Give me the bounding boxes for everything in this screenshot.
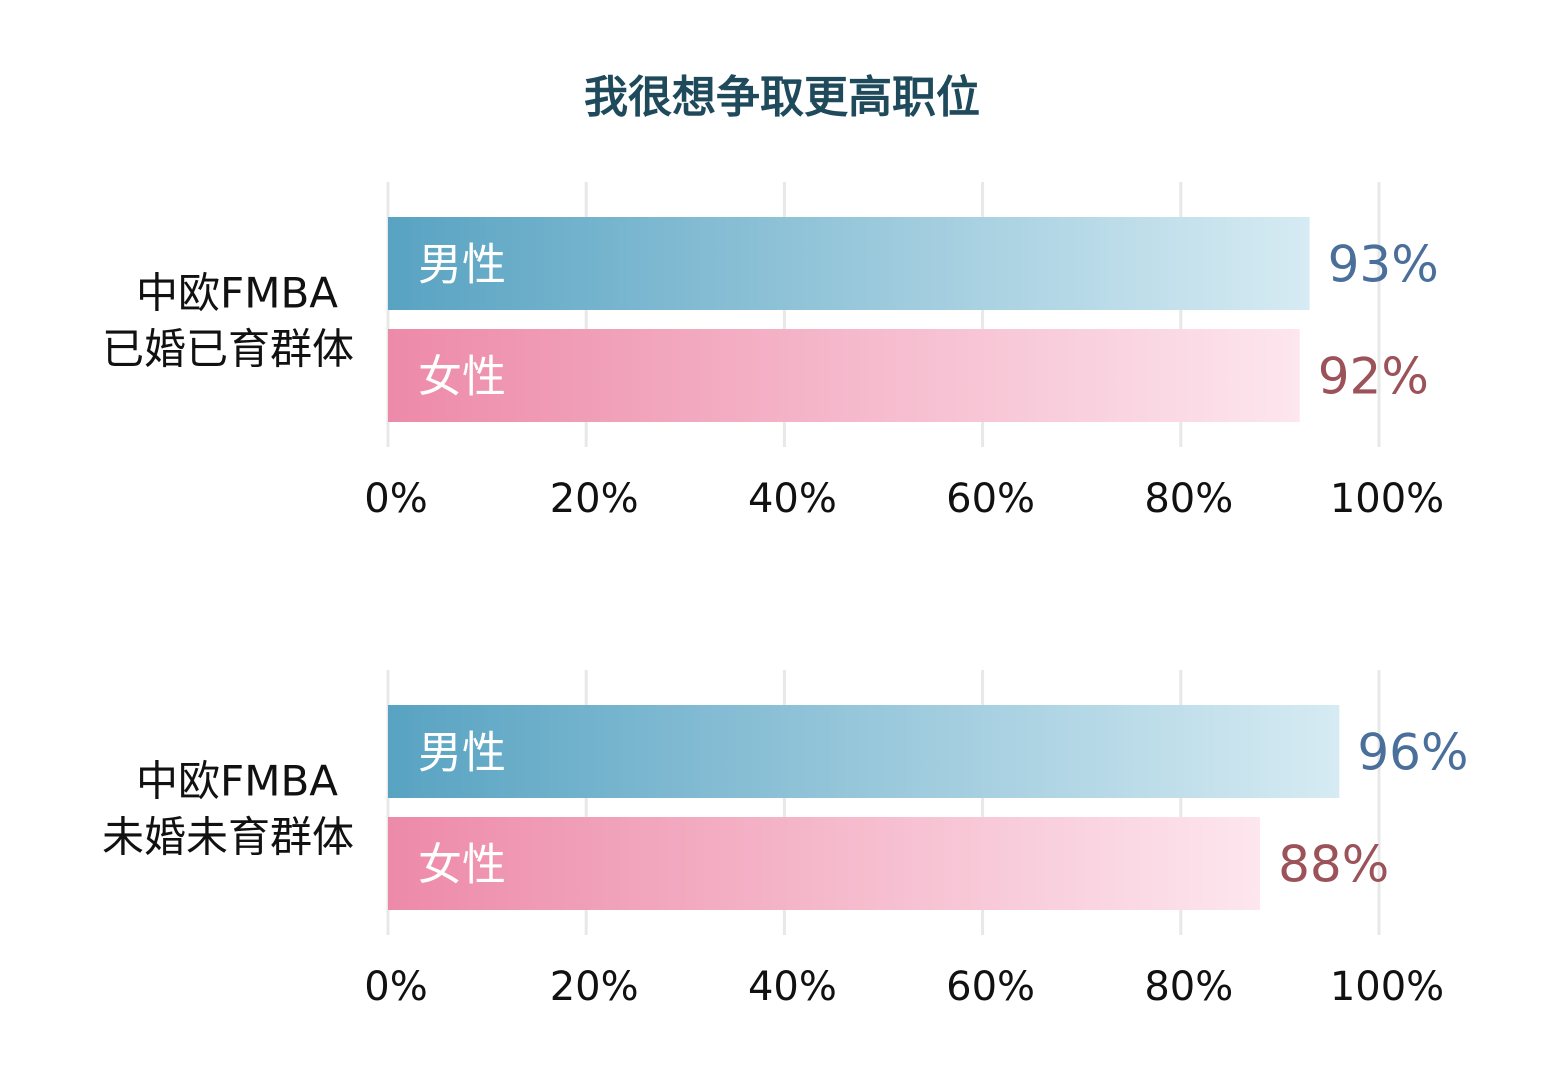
value-label: 88% [1278, 836, 1389, 894]
x-tick-label: 100% [1330, 476, 1444, 522]
x-tick-label: 80% [1144, 964, 1233, 1010]
bar-female [388, 817, 1261, 910]
bar-label: 男性 [418, 728, 506, 779]
bar-male [388, 705, 1340, 798]
group-label-line: 已婚已育群体 [102, 325, 354, 374]
value-label: 92% [1318, 348, 1429, 406]
x-tick-label: 40% [748, 964, 837, 1010]
chart-panel-1: 0% 20% 40% 60% 80% 100% 男性 93% 女性 92% 中欧FMBA 已婚已育群体 [102, 182, 1444, 522]
x-tick-label: 20% [550, 964, 639, 1010]
bar-female [388, 329, 1300, 422]
group-label-line: 未婚未育群体 [102, 813, 354, 862]
bar-label: 男性 [418, 240, 506, 291]
bar-label: 女性 [418, 840, 506, 891]
bar-male [388, 217, 1310, 310]
x-tick-label: 20% [550, 476, 639, 522]
chart-title: 我很想争取更高职位 [584, 72, 980, 123]
chart-panel-2: 0% 20% 40% 60% 80% 100% 男性 96% 女性 88% 中欧FMBA 未婚未育群体 [102, 670, 1469, 1010]
x-tick-label: 0% [364, 476, 427, 522]
x-tick-label: 60% [946, 964, 1035, 1010]
x-tick-label: 40% [748, 476, 837, 522]
x-tick-label: 60% [946, 476, 1035, 522]
bar-label: 女性 [418, 352, 506, 403]
value-label: 93% [1328, 236, 1439, 294]
group-label-line: 中欧FMBA [136, 757, 338, 806]
x-tick-label: 0% [364, 964, 427, 1010]
x-tick-label: 100% [1330, 964, 1444, 1010]
value-label: 96% [1357, 724, 1468, 782]
x-tick-label: 80% [1144, 476, 1233, 522]
group-label-line: 中欧FMBA [136, 269, 338, 318]
